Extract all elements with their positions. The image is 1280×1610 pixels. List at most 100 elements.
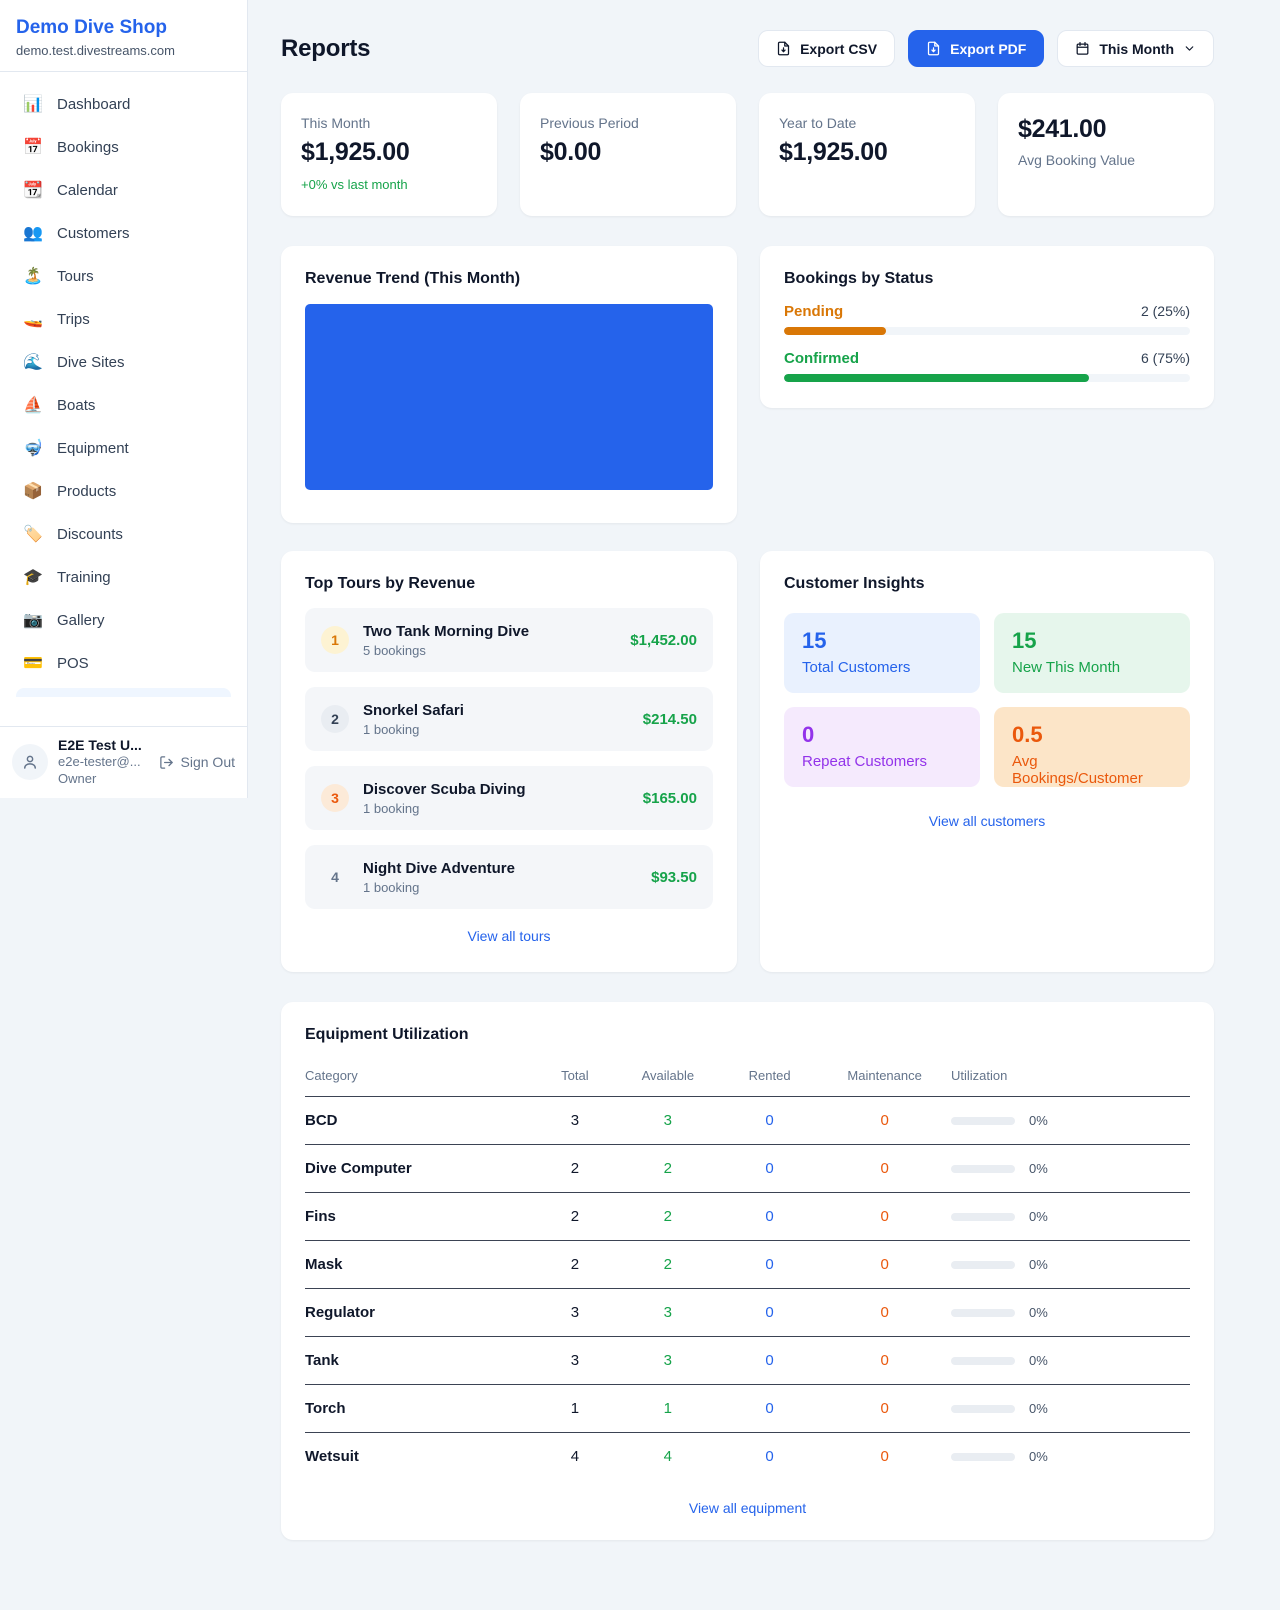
cell-category: Mask — [305, 1240, 536, 1289]
sign-out-button[interactable]: Sign Out — [159, 754, 235, 770]
tour-revenue: $1,452.00 — [630, 631, 697, 649]
period-label: This Month — [1099, 40, 1174, 57]
tour-list-item: 4 Night Dive Adventure 1 booking $93.50 — [305, 845, 713, 909]
discounts-icon: 🏷️ — [23, 526, 43, 543]
cell-utilization: 0% — [951, 1113, 1190, 1128]
utilization-bar — [951, 1260, 1016, 1269]
view-all-tours-link[interactable]: View all tours — [467, 928, 551, 944]
table-row: Dive Computer 2 2 0 0 0% — [305, 1144, 1190, 1193]
products-icon: 📦 — [23, 483, 43, 500]
sidebar-item-dashboard[interactable]: 📊 Dashboard — [12, 86, 235, 122]
view-all-customers-link[interactable]: View all customers — [928, 813, 1046, 829]
tour-name: Discover Scuba Diving — [363, 780, 526, 798]
cell-category: Tank — [305, 1336, 536, 1385]
cell-total: 1 — [535, 1384, 615, 1433]
view-all-equipment-link[interactable]: View all equipment — [688, 1499, 807, 1516]
cell-maintenance: 0 — [818, 1096, 952, 1145]
sidebar-item-label: Boats — [57, 396, 96, 414]
sidebar-item-training[interactable]: 🎓 Training — [12, 559, 235, 595]
sidebar-item-label: POS — [57, 654, 89, 672]
tour-bookings: 1 booking — [363, 879, 420, 895]
bookings-by-status-title: Bookings by Status — [784, 270, 934, 287]
cell-utilization: 0% — [951, 1449, 1190, 1464]
stat-label: Previous Period — [540, 115, 639, 131]
utilization-bar — [951, 1212, 1016, 1221]
column-header-available: Available — [614, 1060, 721, 1097]
sidebar-item-boats[interactable]: ⛵ Boats — [12, 387, 235, 423]
cell-category: Dive Computer — [305, 1144, 536, 1193]
stat-label: Year to Date — [779, 115, 857, 131]
sidebar-item-equipment[interactable]: 🤿 Equipment — [12, 430, 235, 466]
utilization-bar — [951, 1404, 1016, 1413]
sidebar-item-label: Tours — [57, 267, 94, 285]
cell-maintenance: 0 — [818, 1336, 952, 1385]
sidebar-item-tours[interactable]: 🏝️ Tours — [12, 258, 235, 294]
sidebar-item-customers[interactable]: 👥 Customers — [12, 215, 235, 251]
charts-row: Revenue Trend (This Month) Bookings by S… — [281, 246, 1214, 523]
export-pdf-label: Export PDF — [950, 40, 1027, 57]
utilization-bar — [951, 1356, 1016, 1365]
gallery-icon: 📷 — [23, 612, 43, 629]
rank-badge: 1 — [321, 626, 349, 654]
header-actions: Export CSV Export PDF This Month — [758, 30, 1214, 67]
stats-row: This Month $1,925.00 +0% vs last month P… — [281, 93, 1214, 216]
stat-value: $0.00 — [540, 138, 602, 166]
tour-name: Snorkel Safari — [363, 701, 464, 719]
cell-rented: 0 — [720, 1192, 819, 1241]
tile-value: 15 — [1012, 628, 1037, 653]
progress-track — [784, 327, 1190, 335]
sidebar-item-label: Products — [57, 482, 117, 500]
revenue-trend-card: Revenue Trend (This Month) — [281, 246, 737, 523]
top-tours-title: Top Tours by Revenue — [305, 575, 476, 592]
insights-row: Top Tours by Revenue 1 Two Tank Morning … — [281, 551, 1214, 972]
cell-category: Regulator — [305, 1288, 536, 1337]
insight-tile-repeat-customers: 0 Repeat Customers — [784, 707, 980, 787]
export-pdf-button[interactable]: Export PDF — [908, 30, 1045, 67]
user-email: e2e-tester@... — [58, 753, 141, 769]
sidebar-item-trips[interactable]: 🚤 Trips — [12, 301, 235, 337]
tile-value: 0.5 — [1012, 722, 1043, 747]
cell-rented: 0 — [720, 1096, 819, 1145]
cell-maintenance: 0 — [818, 1192, 952, 1241]
training-icon: 🎓 — [23, 569, 43, 586]
sidebar-item-label: Customers — [57, 224, 130, 242]
sidebar-item-calendar[interactable]: 📆 Calendar — [12, 172, 235, 208]
tile-value: 0 — [802, 722, 815, 747]
cell-total: 3 — [535, 1288, 615, 1337]
tile-value: 15 — [802, 628, 827, 653]
page-title: Reports — [281, 34, 371, 62]
sidebar-item-products[interactable]: 📦 Products — [12, 473, 235, 509]
column-header-rented: Rented — [720, 1060, 819, 1097]
cell-available: 2 — [614, 1192, 721, 1241]
sidebar-item-dive-sites[interactable]: 🌊 Dive Sites — [12, 344, 235, 380]
sidebar-item-pos[interactable]: 💳 POS — [12, 645, 235, 681]
stat-card-avg-booking-value: $241.00 Avg Booking Value — [998, 93, 1214, 216]
cell-category: Torch — [305, 1384, 536, 1433]
sidebar-item-discounts[interactable]: 🏷️ Discounts — [12, 516, 235, 552]
calendar-icon: 📆 — [23, 182, 43, 199]
dive-sites-icon: 🌊 — [23, 354, 43, 371]
status-label: Pending — [784, 303, 844, 320]
sidebar-item-gallery[interactable]: 📷 Gallery — [12, 602, 235, 638]
export-csv-button[interactable]: Export CSV — [758, 30, 896, 67]
cell-available: 3 — [614, 1096, 721, 1145]
period-dropdown[interactable]: This Month — [1057, 30, 1214, 67]
tile-label: Avg Bookings/Customer — [1012, 753, 1143, 787]
cell-maintenance: 0 — [818, 1240, 952, 1289]
cell-category: BCD — [305, 1096, 536, 1145]
shop-name: Demo Dive Shop — [16, 17, 167, 38]
stat-label: This Month — [301, 115, 371, 131]
progress-fill — [784, 327, 886, 335]
cell-rented: 0 — [720, 1240, 819, 1289]
page-header: Reports Export CSV Export PDF This Month — [281, 30, 1214, 67]
sidebar-item-reports-active-partial[interactable] — [16, 688, 231, 697]
stat-card-previous-period: Previous Period $0.00 — [520, 93, 736, 216]
table-row: Fins 2 2 0 0 0% — [305, 1192, 1190, 1241]
status-row-pending: Pending 2 (25%) — [784, 303, 1190, 335]
sidebar-item-bookings[interactable]: 📅 Bookings — [12, 129, 235, 165]
revenue-trend-bar — [305, 304, 713, 490]
customer-insights-title: Customer Insights — [784, 575, 925, 592]
tour-name: Two Tank Morning Dive — [363, 622, 530, 640]
cell-available: 4 — [663, 1448, 672, 1466]
column-header-utilization: Utilization — [951, 1060, 1190, 1097]
